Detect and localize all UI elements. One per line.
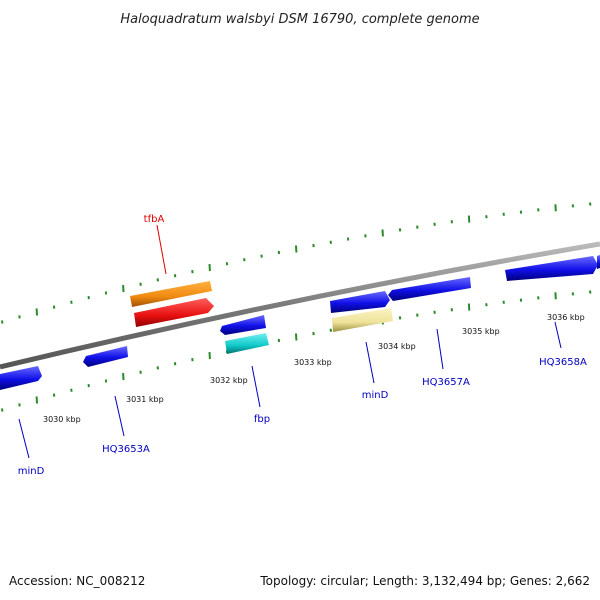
scale-label-3032: 3032 kbp: [210, 376, 248, 385]
fbp-gene[interactable]: [225, 333, 269, 354]
HQ3658A-leader-line: [554, 321, 562, 349]
red-gene[interactable]: [134, 298, 214, 327]
upper-tick-ring: [1, 202, 592, 324]
gene-HQ3657A[interactable]: [388, 277, 471, 301]
minD-left-label[interactable]: minD: [18, 466, 45, 477]
HQ3657A-leader-line: [436, 328, 444, 370]
scale-label-3033: 3033 kbp: [294, 358, 332, 367]
scale-label-3035: 3035 kbp: [462, 327, 500, 336]
gene-minD-right[interactable]: [330, 291, 390, 313]
fbp-leader-line: [251, 365, 261, 408]
lower-tick-ring: [1, 290, 592, 412]
gene-edge-right[interactable]: [597, 255, 600, 269]
HQ3653A-label[interactable]: HQ3653A: [102, 444, 150, 455]
HQ3653A-leader-line: [114, 395, 125, 437]
pale-gene[interactable]: [332, 308, 393, 332]
minD-left-leader-line: [18, 418, 30, 459]
gene-HQ3658A[interactable]: [505, 256, 598, 281]
gene-fbp-neighbor[interactable]: [220, 315, 266, 335]
accession-text: Accession: NC_008212: [9, 574, 146, 588]
scale-label-3036: 3036 kbp: [547, 313, 585, 322]
scale-label-3031: 3031 kbp: [126, 395, 164, 404]
tfbA-leader-line: [156, 224, 167, 275]
scale-label-3034: 3034 kbp: [378, 342, 416, 351]
leader-lines: [18, 224, 562, 459]
map-title: Haloquadratum walsbyi DSM 16790, complet…: [120, 12, 479, 27]
HQ3658A-label[interactable]: HQ3658A: [539, 357, 587, 368]
HQ3657A-label[interactable]: HQ3657A: [422, 377, 470, 388]
fbp-label[interactable]: fbp: [254, 414, 270, 425]
tfbA-gene[interactable]: [130, 281, 212, 307]
scale-label-3030: 3030 kbp: [43, 415, 81, 424]
minD-right-leader-line: [365, 341, 375, 384]
genome-backbone: [0, 241, 600, 370]
scale-labels: 3030 kbp 3031 kbp 3032 kbp 3033 kbp 3034…: [43, 313, 585, 424]
genome-summary-text: Topology: circular; Length: 3,132,494 bp…: [260, 574, 590, 588]
gene-minD-left[interactable]: [0, 366, 42, 390]
minD-right-label[interactable]: minD: [362, 390, 389, 401]
gene-HQ3653A[interactable]: [83, 346, 128, 367]
tfbA-label[interactable]: tfbA: [144, 214, 165, 225]
